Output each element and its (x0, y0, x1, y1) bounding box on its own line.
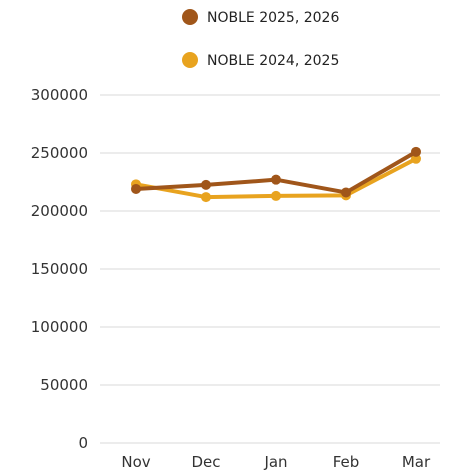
y-tick-label-5: 250000 (31, 144, 88, 162)
y-tick-label-1: 50000 (40, 376, 88, 394)
y-axis: 0 50000 100000 150000 200000 250000 300000 (31, 86, 88, 452)
grid (100, 94, 440, 444)
x-tick-label-2: Jan (263, 453, 287, 471)
y-tick-label-0: 0 (78, 434, 88, 452)
legend-marker-1 (182, 52, 198, 68)
y-tick-label-6: 300000 (31, 86, 88, 104)
series-layer (131, 146, 421, 203)
series-0-point-3 (341, 187, 351, 198)
y-tick-label-2: 100000 (31, 318, 88, 336)
series-0-point-2 (271, 174, 281, 185)
x-tick-label-1: Dec (191, 453, 220, 471)
series-0-point-4 (411, 146, 421, 157)
legend: NOBLE 2025, 2026 NOBLE 2024, 2025 (182, 9, 339, 69)
series-1-point-1 (201, 192, 211, 203)
series-0-point-1 (201, 179, 211, 190)
x-axis: Nov Dec Jan Feb Mar (121, 453, 431, 471)
x-tick-label-4: Mar (402, 453, 431, 471)
x-tick-label-0: Nov (121, 453, 150, 471)
series-0 (131, 146, 421, 198)
y-tick-label-3: 150000 (31, 260, 88, 278)
legend-entry-0: NOBLE 2025, 2026 (182, 9, 339, 26)
series-1-point-2 (271, 190, 281, 201)
legend-label-0: NOBLE 2025, 2026 (207, 10, 339, 26)
series-0-point-0 (131, 183, 141, 194)
legend-entry-1: NOBLE 2024, 2025 (182, 52, 339, 69)
x-tick-label-3: Feb (333, 453, 360, 471)
legend-marker-0 (182, 9, 198, 25)
series-line-0 (134, 149, 418, 195)
y-tick-label-4: 200000 (31, 202, 88, 220)
series-1-point-4 (411, 153, 421, 164)
legend-label-1: NOBLE 2024, 2025 (207, 53, 339, 69)
